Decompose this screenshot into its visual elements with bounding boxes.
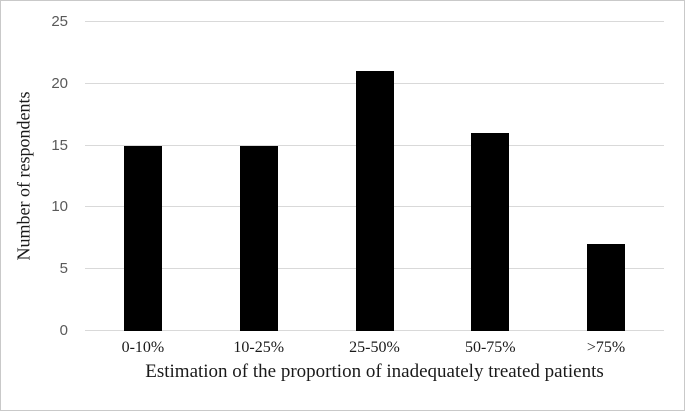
bar-10-25% — [239, 145, 278, 331]
x-axis-title: Estimation of the proportion of inadequa… — [145, 361, 604, 382]
x-category-label: 10-25% — [233, 339, 285, 356]
y-tick-label: 10 — [51, 198, 68, 216]
y-tick-label: 0 — [59, 322, 68, 339]
bar->75% — [587, 244, 626, 331]
y-tick-label: 25 — [51, 13, 68, 30]
x-category-labels: 0-10% 10-25% 25-50% 50-75% >75% — [85, 338, 664, 360]
x-category-label: >75% — [586, 339, 626, 356]
x-category-label: 0-10% — [121, 339, 165, 356]
y-tick-label: 5 — [59, 260, 68, 278]
x-category-label: 50-75% — [464, 339, 516, 356]
y-tick-label: 20 — [51, 74, 68, 92]
x-category-label: 25-50% — [349, 339, 400, 356]
bar-0-10% — [123, 145, 162, 331]
plot-area — [85, 21, 664, 331]
gridline-y25 — [85, 21, 664, 22]
bar-50-75% — [471, 133, 510, 331]
bar-25-50% — [355, 71, 394, 331]
y-tick-labels: 0 5 10 15 20 25 — [1, 13, 77, 339]
y-tick-label: 15 — [51, 136, 68, 154]
